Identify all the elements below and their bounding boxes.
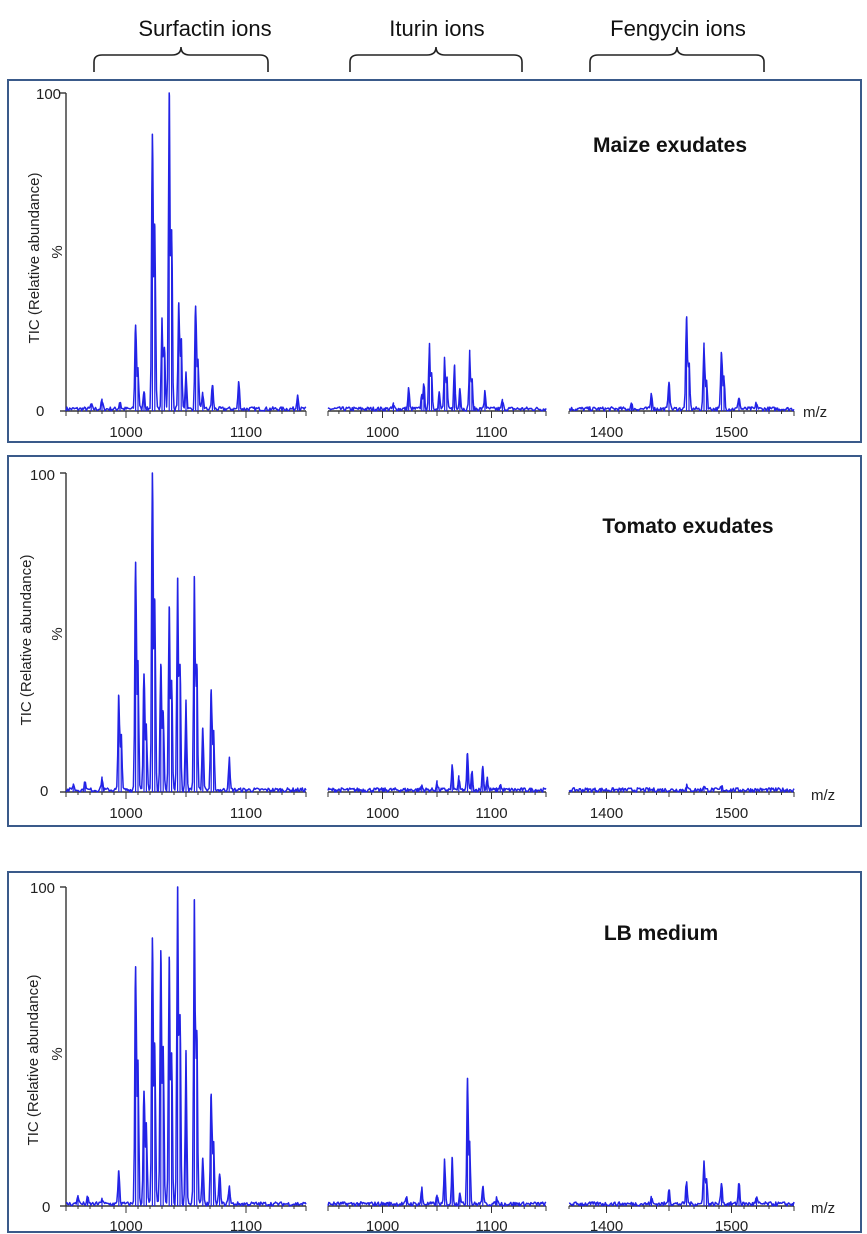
x-tick-label-1400: 1400: [590, 1218, 623, 1234]
subplot-maize-col2: 1000 1100: [327, 342, 547, 441]
header-braces: [93, 46, 765, 72]
header-surfactin-ions: Surfactin ions: [138, 16, 271, 41]
spectrum-trace-tomato-col3: [568, 783, 795, 793]
panel-frames: [7, 79, 862, 1233]
subplot-tomato-col2: 1000 1100: [327, 752, 547, 822]
brace-iturin: [349, 46, 523, 72]
x-tick-label-1100: 1100: [230, 424, 262, 441]
x-tick-label-1000: 1000: [109, 424, 142, 441]
spectrum-trace-maize-col2: [327, 342, 547, 412]
x-tick-label-1000: 1000: [366, 1218, 399, 1234]
x-tick-label-1100: 1100: [230, 805, 262, 822]
panel-title-lb: LB medium: [604, 922, 718, 945]
y-tick-100-tomato: 100: [30, 467, 55, 484]
subplot-lb-col1: 1000 1100: [65, 886, 307, 1234]
subplot-maize-col3: 1400 1500: [568, 316, 795, 441]
subplot-lb-col2: 1000 1100: [327, 1077, 547, 1234]
y-tick-100-lb: 100: [30, 880, 55, 897]
x-unit-label-tomato: m/z: [811, 787, 835, 804]
y-percent-label-tomato: %: [49, 627, 66, 640]
panel-frame-tomato: [7, 455, 862, 827]
x-tick-label-1500: 1500: [715, 424, 748, 441]
spectrum-trace-lb-col2: [327, 1077, 547, 1207]
spectrum-trace-tomato-col1: [65, 472, 307, 793]
y-percent-label-maize: %: [49, 245, 66, 258]
y-tick-0-maize: 0: [36, 403, 44, 420]
spectrum-trace-lb-col3: [568, 1160, 795, 1207]
panel-frame-maize: [7, 79, 862, 443]
x-unit-label-maize: m/z: [803, 404, 827, 421]
x-tick-label-1500: 1500: [715, 805, 748, 822]
spectrum-trace-lb-col1: [66, 886, 307, 1207]
x-tick-label-1000: 1000: [109, 805, 142, 822]
spectra-plots: 1000 1100 1000 1100 1400 1500 1000 1100 1000 1100…: [65, 92, 795, 1234]
spectrum-trace-maize-col1: [65, 92, 307, 412]
y-axis-label-lb: TIC (Relative abundance): [25, 975, 42, 1146]
x-tick-label-1400: 1400: [590, 424, 623, 441]
x-tick-label-1000: 1000: [109, 1218, 142, 1234]
x-tick-label-1000: 1000: [366, 424, 399, 441]
y-axis-label-tomato: TIC (Relative abundance): [18, 555, 35, 726]
header-iturin-ions: Iturin ions: [389, 16, 484, 41]
panel-title-tomato: Tomato exudates: [602, 515, 773, 538]
x-tick-label-1500: 1500: [715, 1218, 748, 1234]
spectrum-trace-tomato-col2: [327, 752, 547, 793]
panel-frame-lb: [7, 871, 862, 1233]
x-tick-label-1100: 1100: [475, 805, 507, 822]
y-tick-0-tomato: 0: [40, 783, 48, 800]
subplot-maize-col1: 1000 1100: [65, 92, 307, 441]
x-tick-label-1100: 1100: [475, 1218, 507, 1234]
x-tick-label-1100: 1100: [230, 1218, 262, 1234]
y-axes: [60, 92, 67, 1207]
y-tick-0-lb: 0: [42, 1199, 50, 1216]
subplot-lb-col3: 1400 1500: [568, 1160, 795, 1234]
y-tick-100-maize: 100: [36, 86, 61, 103]
y-percent-label-lb: %: [49, 1047, 66, 1060]
x-tick-label-1000: 1000: [366, 805, 399, 822]
spectrum-trace-maize-col3: [568, 316, 795, 412]
header-fengycin-ions: Fengycin ions: [610, 16, 746, 41]
subplot-tomato-col1: 1000 1100: [65, 472, 307, 822]
x-tick-label-1100: 1100: [475, 424, 507, 441]
brace-fengycin: [589, 46, 765, 72]
subplot-tomato-col3: 1400 1500: [568, 783, 795, 822]
brace-surfactin: [93, 46, 269, 72]
x-unit-label-lb: m/z: [811, 1200, 835, 1217]
y-axis-label-maize: TIC (Relative abundance): [26, 173, 43, 344]
panel-title-maize: Maize exudates: [593, 134, 747, 157]
x-tick-label-1400: 1400: [590, 805, 623, 822]
